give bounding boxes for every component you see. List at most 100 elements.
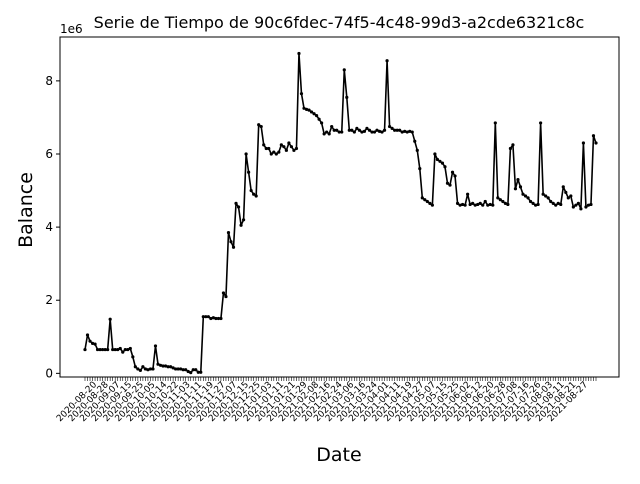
data-point — [468, 202, 472, 207]
data-point — [226, 230, 231, 235]
data-point — [83, 347, 87, 352]
data-point — [93, 342, 97, 346]
data-point — [559, 202, 563, 207]
data-point — [362, 129, 367, 133]
y-axis-label: Balance — [15, 172, 37, 248]
data-point — [367, 128, 372, 132]
data-point — [433, 152, 437, 156]
data-point — [292, 148, 296, 152]
data-point — [345, 95, 349, 99]
data-point — [453, 174, 457, 178]
data-point — [539, 121, 543, 125]
data-point — [151, 367, 155, 371]
data-point — [247, 170, 251, 174]
data-point — [287, 141, 291, 145]
data-point — [513, 187, 518, 191]
data-point — [236, 205, 241, 209]
data-point — [377, 129, 382, 133]
data-point — [184, 368, 188, 372]
data-point — [523, 194, 528, 198]
data-point — [257, 123, 261, 127]
data-point — [171, 366, 175, 370]
series-layer — [83, 51, 598, 375]
data-point — [501, 199, 505, 204]
data-point — [309, 110, 314, 114]
data-point — [146, 368, 150, 372]
data-point — [216, 316, 221, 321]
data-point — [594, 141, 598, 145]
y-tick-label: 6 — [45, 147, 53, 161]
plot-frame — [59, 36, 620, 378]
data-point — [536, 202, 540, 207]
data-point — [435, 157, 440, 162]
data-point — [111, 347, 115, 352]
data-point — [496, 196, 500, 200]
data-point — [163, 364, 168, 368]
data-point — [214, 316, 218, 321]
data-point — [393, 128, 397, 132]
data-point — [312, 112, 316, 116]
data-point — [284, 148, 288, 152]
data-point — [224, 294, 228, 299]
data-point — [576, 201, 580, 205]
data-point — [206, 315, 210, 319]
data-point — [420, 196, 424, 200]
data-point — [569, 194, 573, 198]
data-point — [380, 130, 384, 134]
data-point — [506, 202, 510, 207]
data-point — [541, 192, 545, 196]
data-point — [579, 207, 583, 211]
data-point — [153, 344, 158, 348]
data-point — [387, 124, 392, 129]
data-point — [430, 203, 434, 207]
data-point — [229, 240, 233, 244]
data-point — [551, 201, 555, 205]
data-point — [533, 203, 538, 207]
data-point — [330, 124, 334, 129]
data-point — [591, 134, 596, 138]
data-point — [476, 202, 480, 207]
data-point — [445, 181, 450, 185]
data-point — [90, 341, 95, 345]
data-point — [526, 196, 530, 200]
data-point — [272, 150, 276, 154]
data-point — [584, 205, 588, 209]
data-point — [355, 126, 359, 130]
data-point — [347, 128, 351, 132]
data-point — [161, 364, 165, 368]
data-point — [252, 192, 256, 196]
y-tick-label: 0 — [45, 366, 53, 380]
data-point — [508, 146, 513, 151]
data-point — [201, 315, 205, 319]
data-point — [325, 130, 329, 134]
data-point — [382, 128, 387, 132]
data-point — [88, 339, 92, 343]
data-point — [204, 315, 208, 319]
data-point — [531, 201, 535, 205]
data-point — [589, 202, 593, 207]
data-point — [450, 170, 455, 174]
data-point — [471, 201, 475, 205]
data-point — [131, 355, 135, 359]
data-point — [196, 370, 200, 374]
data-point — [179, 367, 183, 371]
data-point — [264, 146, 268, 151]
data-point — [322, 132, 326, 136]
data-point — [360, 130, 364, 134]
data-point — [168, 365, 173, 369]
data-point — [370, 130, 374, 134]
data-point — [123, 347, 127, 352]
data-point — [511, 143, 515, 147]
data-point — [503, 201, 507, 205]
data-point — [113, 347, 117, 352]
data-point — [473, 203, 477, 207]
data-point — [118, 346, 122, 351]
data-point — [413, 139, 417, 143]
data-point — [440, 161, 445, 165]
data-point — [408, 129, 412, 133]
x-axis-label: Date — [316, 444, 361, 466]
data-point — [314, 114, 319, 118]
data-point — [372, 130, 377, 134]
